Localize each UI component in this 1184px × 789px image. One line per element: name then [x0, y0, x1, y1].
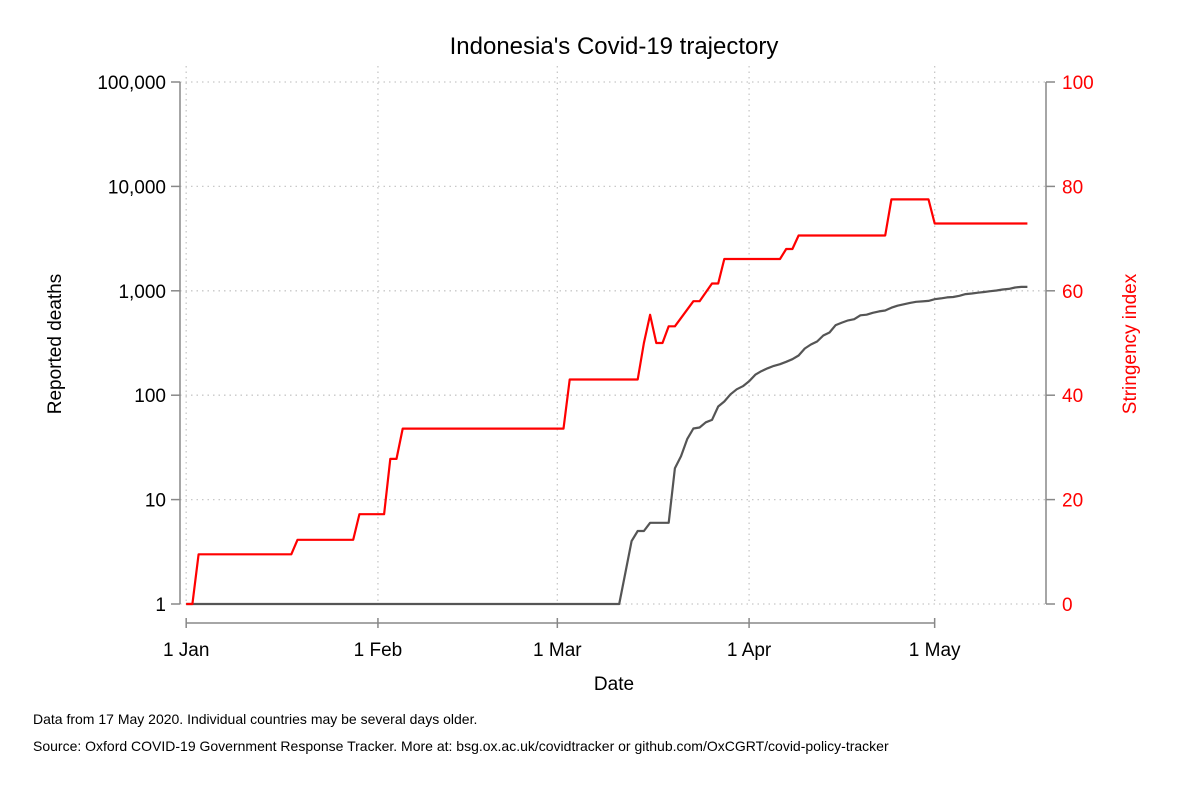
- y-tick-label: 100,000: [97, 73, 166, 94]
- x-tick-label: 1 Feb: [354, 640, 403, 661]
- chart-title: Indonesia's Covid-19 trajectory: [450, 33, 779, 60]
- y-tick-label: 1: [155, 595, 166, 616]
- data-date-note: Data from 17 May 2020. Individual countr…: [33, 711, 478, 727]
- series-layer: [186, 198, 1028, 606]
- y-tick-label: 10: [145, 491, 166, 512]
- gridlines: [180, 66, 1046, 605]
- y-tick-label: 10,000: [108, 177, 166, 198]
- y-axis-label: Reported deaths: [45, 274, 66, 415]
- y2-tick-label: 20: [1062, 491, 1083, 512]
- y2-tick-label: 0: [1062, 595, 1073, 616]
- y-tick-label: 100: [134, 386, 166, 407]
- y2-axis-label: Stringency index: [1120, 273, 1141, 414]
- x-tick-label: 1 Jan: [163, 640, 209, 661]
- tick-labels: 1 10 100 1,000 10,000 100,000 0 20 40 60 80 100 1 Ja…: [97, 73, 1093, 661]
- x-tick-label: 1 May: [909, 640, 961, 661]
- x-tick-label: 1 Mar: [533, 640, 582, 661]
- y2-tick-label: 60: [1062, 282, 1083, 303]
- y2-tick-label: 40: [1062, 386, 1083, 407]
- x-tick-label: 1 Apr: [727, 640, 772, 661]
- reported-deaths-line: [186, 285, 1028, 606]
- covid-trajectory-chart: Indonesia's Covid-19 trajectory 1 10 100 1,…: [45, 33, 1141, 695]
- axes: [171, 81, 1055, 628]
- x-axis-label: Date: [594, 674, 634, 695]
- y2-tick-label: 100: [1062, 73, 1094, 94]
- source-note: Source: Oxford COVID-19 Government Respo…: [33, 738, 889, 754]
- y-tick-label: 1,000: [118, 282, 166, 303]
- stringency-index-line: [186, 198, 1028, 606]
- y2-tick-label: 80: [1062, 177, 1083, 198]
